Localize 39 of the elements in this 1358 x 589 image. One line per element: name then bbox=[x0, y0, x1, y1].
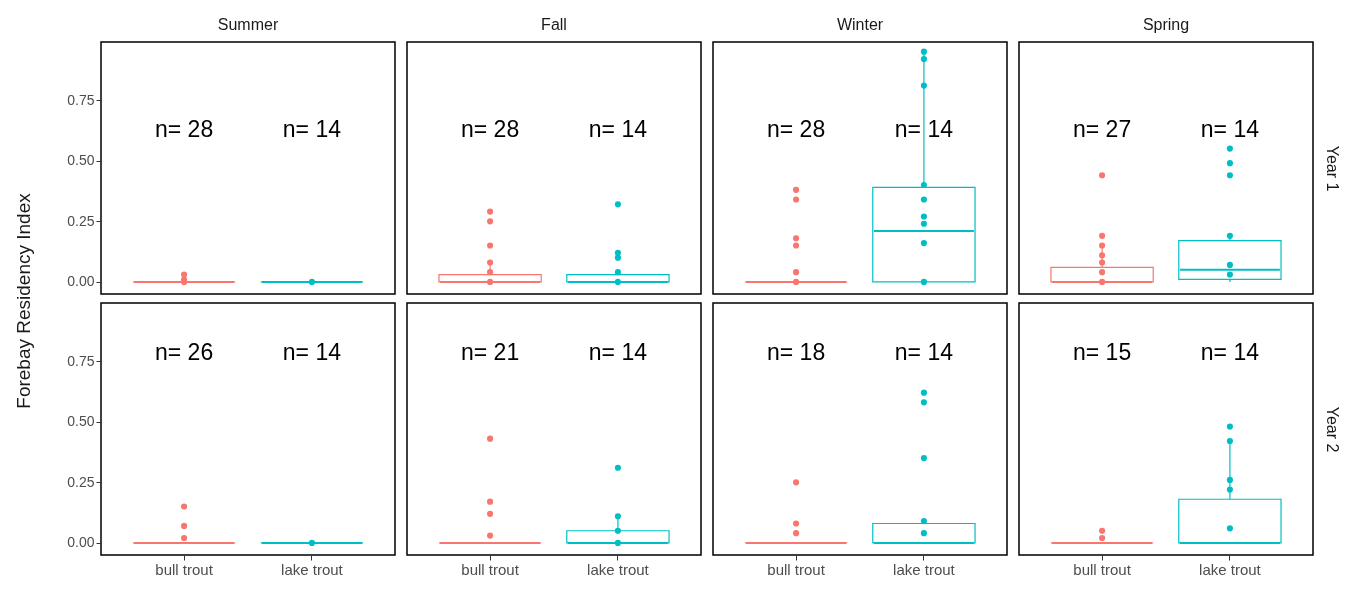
annotation: n= 26 bbox=[154, 339, 214, 366]
y-tick-label: 0.00 bbox=[67, 534, 95, 551]
y-tick-label: 0.50 bbox=[67, 413, 95, 430]
x-tick-label: lake trout bbox=[281, 560, 344, 578]
annotation: n= 14 bbox=[894, 339, 954, 366]
y-tick-label: 0.25 bbox=[67, 212, 95, 229]
chart-title: Fall bbox=[541, 16, 567, 33]
annotation: n= 14 bbox=[1200, 116, 1260, 143]
y-tick-label: 0.75 bbox=[67, 91, 95, 108]
y-tick-label: 0.25 bbox=[67, 473, 95, 490]
annotation: n= 18 bbox=[766, 339, 826, 366]
annotation: n= 14 bbox=[588, 116, 648, 143]
chart-title: Spring bbox=[1142, 16, 1190, 33]
chart-title: Summer bbox=[217, 16, 279, 33]
x-tick-label: bull trout bbox=[155, 560, 214, 578]
annotation: n= 14 bbox=[1200, 339, 1260, 366]
y-axis-title: Forebay Residency Index bbox=[13, 193, 35, 409]
x-tick-label: bull trout bbox=[1073, 560, 1132, 578]
annotation: n= 28 bbox=[766, 116, 826, 143]
annotation: n= 14 bbox=[588, 339, 648, 366]
x-tick-label: bull trout bbox=[461, 560, 520, 578]
annotation: n= 28 bbox=[460, 116, 520, 143]
annotation: n= 21 bbox=[460, 339, 520, 366]
annotation: n= 14 bbox=[282, 339, 342, 366]
y2-axis-title: Year 2 bbox=[1323, 406, 1341, 453]
annotation: n= 27 bbox=[1072, 116, 1132, 143]
chart-title: Winter bbox=[836, 16, 884, 33]
y-tick-label: 0.75 bbox=[67, 352, 95, 369]
x-tick-label: bull trout bbox=[767, 560, 826, 578]
annotation: n= 28 bbox=[154, 116, 214, 143]
y-tick-label: 0.50 bbox=[67, 152, 95, 169]
annotation: n= 14 bbox=[894, 116, 954, 143]
annotation: n= 14 bbox=[282, 116, 342, 143]
annotation: n= 15 bbox=[1072, 339, 1132, 366]
x-tick-label: lake trout bbox=[1199, 560, 1262, 578]
y2-axis-title: Year 1 bbox=[1323, 145, 1341, 192]
x-tick-label: lake trout bbox=[893, 560, 956, 578]
x-tick-label: lake trout bbox=[587, 560, 650, 578]
y-tick-label: 0.00 bbox=[67, 273, 95, 290]
